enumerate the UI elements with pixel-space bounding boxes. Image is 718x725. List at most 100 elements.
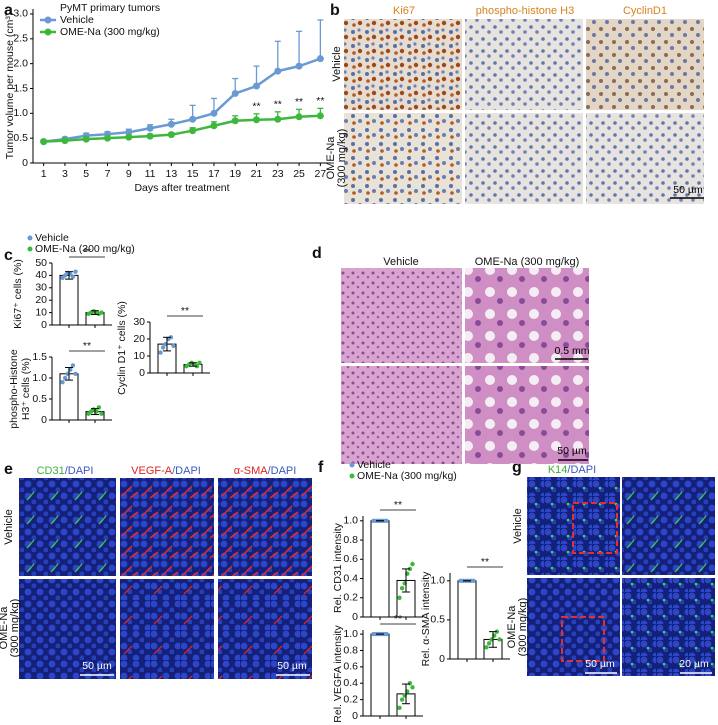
panel-label: b [330, 2, 340, 19]
point [231, 117, 239, 125]
y-tick-label: 1.0 [343, 515, 358, 527]
bar [370, 520, 390, 618]
stain: VEGF-A [131, 465, 173, 477]
point [407, 681, 413, 686]
micrograph [218, 478, 312, 576]
legend-label: Vehicle [35, 232, 69, 244]
point [167, 120, 175, 128]
point [189, 127, 197, 135]
y-tick-label: 1.5 [13, 82, 28, 94]
point [197, 360, 202, 365]
y-tick-label: 0 [41, 319, 47, 331]
row-label: OME-Na [325, 136, 337, 180]
y-tick-label: 1.0 [343, 628, 358, 640]
micrograph [344, 113, 462, 204]
point [253, 82, 260, 90]
point [125, 128, 133, 136]
point [167, 131, 175, 139]
point [210, 109, 218, 117]
y-tick-label: 0.8 [343, 644, 358, 656]
micrograph [586, 19, 704, 110]
point [40, 138, 48, 146]
point [70, 274, 76, 279]
row-label: (300 mg/kg) [517, 598, 529, 657]
column-header: K14/DAPI [548, 464, 596, 476]
point [61, 137, 69, 145]
scale-bar-label: 0.5 mm [554, 345, 589, 357]
significance: ** [394, 613, 402, 625]
y-tick-label: 0.5 [32, 393, 47, 405]
panel-label: e [4, 461, 13, 478]
micrograph [341, 366, 462, 464]
x-tick-label: 17 [208, 168, 220, 180]
significance: ** [181, 305, 189, 317]
point [231, 89, 239, 97]
point [384, 631, 389, 637]
y-axis-title: phospho-Histone [8, 349, 20, 429]
significance: ** [252, 101, 260, 113]
point [397, 705, 402, 711]
stain: CD31 [37, 465, 65, 477]
x-tick-label: 19 [229, 168, 241, 180]
significance: ** [295, 96, 303, 108]
row-label: (300 mg/kg) [336, 129, 348, 188]
point [410, 561, 415, 567]
y-tick-label: 50 [35, 257, 47, 269]
scale-bar-label: 50 µm [585, 658, 615, 670]
significance: ** [274, 99, 282, 111]
legend-marker [349, 462, 355, 468]
y-axis-title: Rel. VEGFA intensity [332, 625, 344, 723]
micrograph [465, 113, 583, 204]
micrograph [341, 268, 462, 363]
significance: ** [316, 95, 324, 107]
y-tick-label: 3.0 [13, 8, 28, 20]
bar [370, 633, 390, 717]
point [60, 380, 65, 385]
micrograph [19, 579, 116, 679]
significance: ** [83, 246, 91, 258]
column-header: α-SMA/DAPI [234, 465, 297, 477]
bar [59, 274, 79, 326]
y-tick-label: 0.6 [343, 553, 358, 565]
point [73, 371, 78, 376]
point [160, 345, 166, 350]
significance: ** [394, 499, 402, 511]
significance: ** [83, 340, 91, 352]
legend-marker [27, 235, 33, 241]
panel-label: d [312, 245, 322, 262]
point [99, 310, 104, 315]
point [316, 55, 324, 63]
micrograph [344, 19, 462, 110]
y-axis-title: Ki67⁺ cells (%) [12, 259, 24, 329]
x-tick-label: 9 [126, 168, 132, 180]
y-tick-label: 30 [35, 282, 47, 294]
zoom-box [561, 616, 605, 662]
panel-label: f [318, 459, 324, 476]
scale-bar-label: 20 µm [679, 658, 709, 670]
y-tick-label: 2.5 [13, 33, 28, 45]
micrograph [586, 113, 704, 204]
bar [457, 580, 477, 660]
point [484, 645, 489, 650]
point [73, 269, 78, 274]
point [274, 67, 282, 75]
y-tick-label: 0.6 [343, 661, 358, 673]
scale-bar-label: 50 µm [277, 660, 307, 672]
x-tick-label: 11 [145, 168, 156, 180]
point [189, 115, 197, 123]
x-tick-label: 13 [166, 168, 178, 180]
y-tick-label: 0.5 [13, 132, 28, 144]
legend-marker [349, 473, 355, 479]
y-axis-title: Tumor volume per mouse (cm³) [4, 13, 16, 160]
column-header: CyclinD1 [623, 5, 667, 17]
point [497, 637, 502, 642]
y-tick-label: 1.5 [32, 351, 47, 363]
scale-bar-label: 50 µm [82, 660, 112, 672]
micrograph [120, 478, 214, 576]
point [210, 122, 218, 130]
x-tick-label: 3 [62, 168, 68, 180]
legend-marker [44, 28, 52, 36]
legend-title: PyMT primary tumors [60, 2, 160, 14]
